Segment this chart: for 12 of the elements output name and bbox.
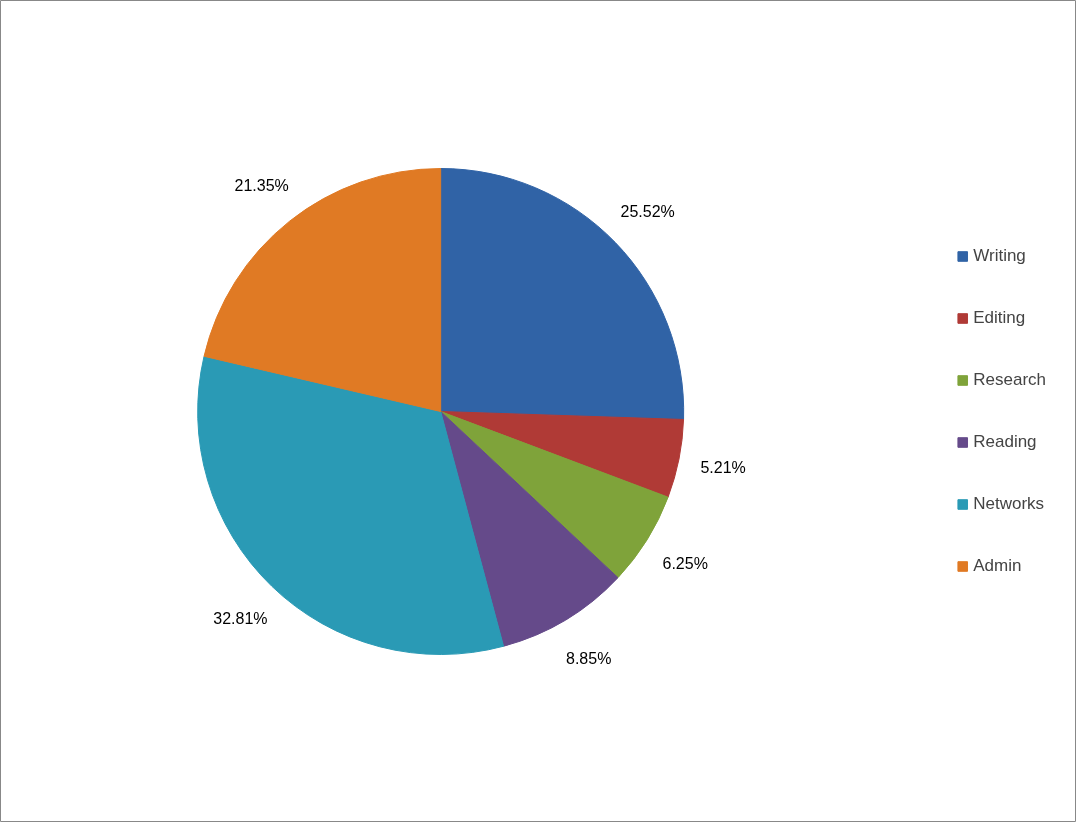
legend-label: Networks <box>973 494 1045 514</box>
data-label: 6.25% <box>662 555 708 573</box>
data-label: 25.52% <box>620 202 675 220</box>
data-label: 32.81% <box>213 609 268 627</box>
legend-label: Reading <box>973 432 1037 452</box>
legend-label: Research <box>973 370 1046 390</box>
data-label: 5.21% <box>700 459 746 477</box>
data-label: 8.85% <box>566 650 612 668</box>
legend-label: Admin <box>973 556 1022 576</box>
data-label: 21.35% <box>234 177 289 195</box>
legend-label: Writing <box>973 246 1026 266</box>
legend-label: Editing <box>973 308 1026 328</box>
